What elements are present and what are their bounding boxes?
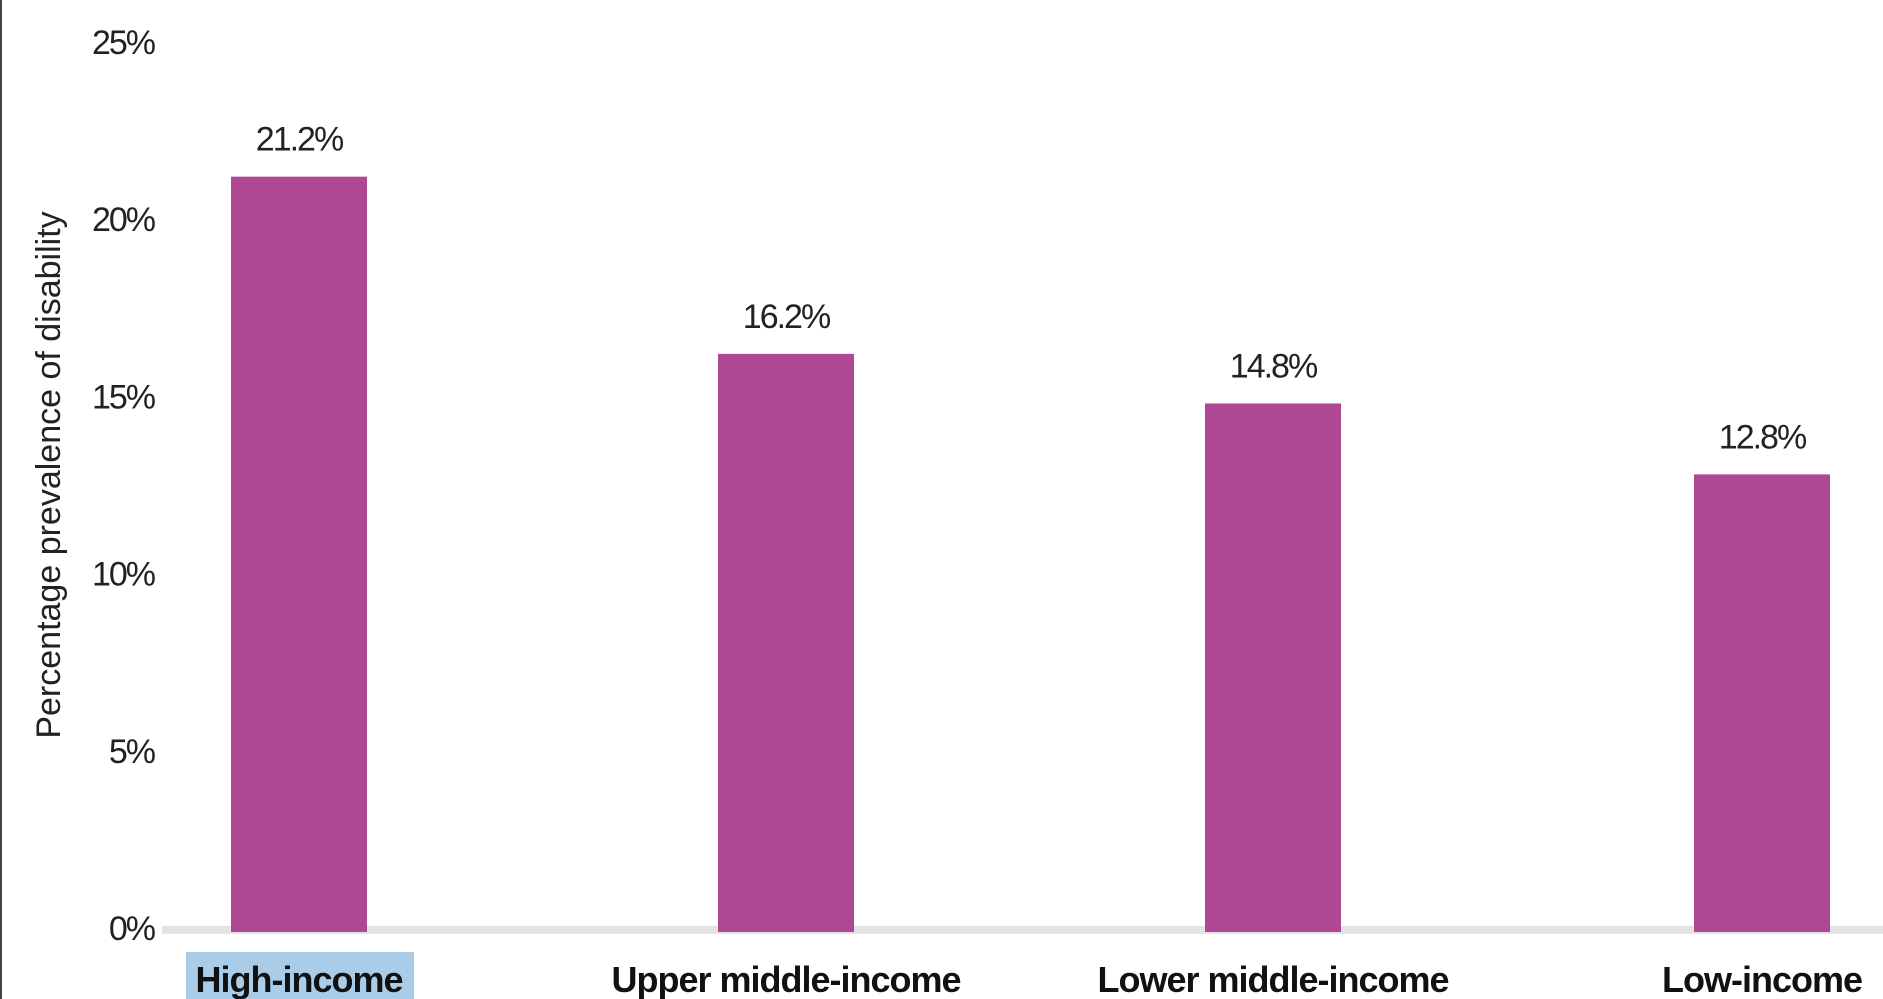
bar [1694,474,1830,932]
data-label: 14.8% [1230,347,1318,385]
data-labels-layer: 21.2% 16.2% 14.8% 12.8% [256,121,1809,457]
category-label: High-income [195,959,402,999]
category-label: Low-income [1662,959,1862,999]
data-label: 21.2% [256,121,344,159]
y-tick-labels-layer: 0% 5% 10% 15% 20% 25% [92,24,158,948]
y-tick-label: 10% [92,556,156,594]
y-tick-label: 5% [109,733,156,771]
bar [231,176,367,932]
bars-layer [231,176,1830,932]
category-label: Upper middle-income [611,959,960,999]
y-axis-title: Percentage prevalence of disability [30,211,68,738]
category-label: Lower middle-income [1097,959,1448,999]
y-tick-label: 20% [92,201,156,239]
y-tick-label: 15% [92,378,156,416]
category-label-highlight [186,952,414,999]
highlight-layer [186,952,414,999]
category-labels-layer: High-income Upper middle-income Lower midd… [195,959,1863,999]
data-label: 16.2% [743,298,831,336]
y-axis-title-group: Percentage prevalence of disability [30,211,68,738]
y-tick-label: 0% [109,910,156,948]
bar [1205,403,1341,932]
baseline-layer [162,926,1883,934]
y-tick-label: 25% [92,24,156,62]
data-label: 12.8% [1719,418,1807,456]
bar [718,353,854,932]
x-axis-baseline [162,926,1883,934]
